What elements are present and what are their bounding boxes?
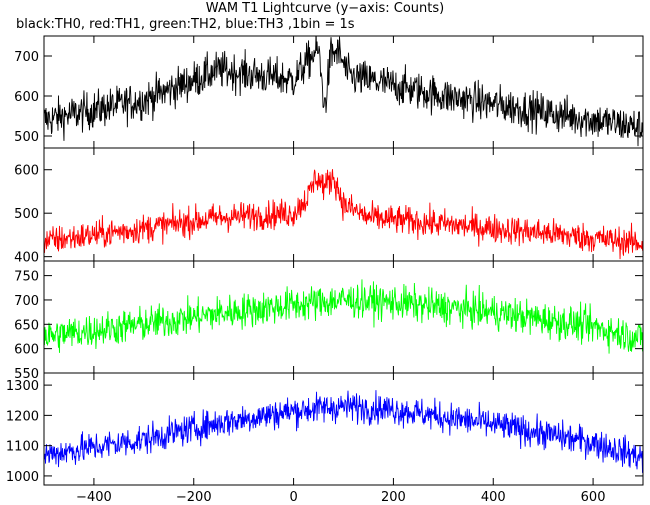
y-tick-label: 400	[14, 251, 39, 266]
y-tick-label: 550	[14, 367, 39, 382]
y-tick-label: 750	[14, 270, 39, 285]
y-tick-label: 700	[14, 294, 39, 309]
y-tick-label: 650	[14, 318, 39, 333]
x-tick-label: 400	[481, 490, 506, 505]
x-tick-label: −200	[176, 490, 212, 505]
panel-frame-th0	[43, 35, 644, 149]
y-tick-label: 1100	[6, 440, 39, 455]
x-tick-label: −400	[76, 490, 112, 505]
series-line-th1	[44, 169, 643, 260]
x-tick-label: 600	[581, 490, 606, 505]
y-tick-label: 1000	[6, 470, 39, 485]
y-tick-label: 600	[14, 343, 39, 358]
y-tick-label: 1200	[6, 409, 39, 424]
series-line-th3	[44, 390, 643, 473]
y-tick-label: 700	[14, 50, 39, 65]
y-tick-label: 500	[14, 207, 39, 222]
x-tick-label: 200	[381, 490, 406, 505]
y-tick-label: 600	[14, 164, 39, 179]
series-line-th0	[44, 36, 643, 147]
y-tick-label: 600	[14, 90, 39, 105]
panel-frame-th3	[43, 372, 644, 486]
chart-title: WAM T1 Lightcurve (y−axis: Counts)	[205, 1, 445, 16]
x-tick-label: 0	[289, 490, 297, 505]
y-tick-label: 1300	[6, 379, 39, 394]
y-tick-label: 500	[14, 130, 39, 145]
panel-frame-th2	[43, 260, 644, 374]
series-line-th2	[44, 279, 643, 354]
chart-subtitle: black:TH0, red:TH1, green:TH2, blue:TH3 …	[16, 17, 355, 32]
